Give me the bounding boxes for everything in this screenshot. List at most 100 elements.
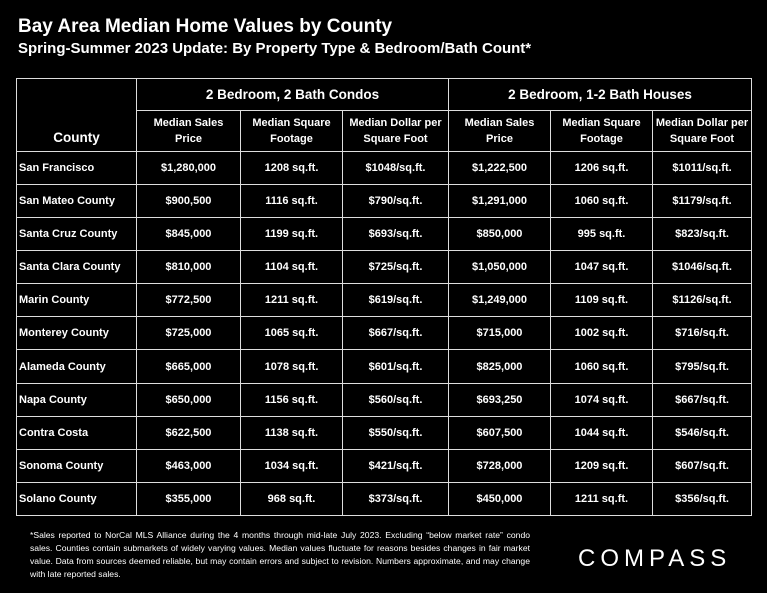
title: Bay Area Median Home Values by County: [18, 16, 393, 37]
county-name: Napa County: [16, 382, 137, 417]
subtitle: Spring-Summer 2023 Update: By Property T…: [18, 40, 532, 57]
table-cell: 1211 sq.ft.: [240, 283, 343, 318]
table-cell: $607,500: [448, 415, 551, 450]
table-cell: $463,000: [136, 448, 241, 483]
county-name: Alameda County: [16, 349, 137, 384]
table-cell: $772,500: [136, 283, 241, 318]
header-row: Median Sales Price Median Square Footage M…: [17, 110, 753, 152]
table-cell: $650,000: [136, 382, 241, 417]
table-cell: $810,000: [136, 250, 241, 285]
table-cell: $716/sq.ft.: [651, 316, 753, 351]
column-header: Median Dollar per Square Foot: [342, 110, 449, 152]
column-header: Median Dollar per Square Foot: [651, 110, 753, 152]
table-cell: $900,500: [136, 184, 241, 219]
county-name: Santa Cruz County: [16, 217, 137, 252]
table-row: Solano County $355,000 968 sq.ft. $373/sq.f…: [16, 481, 753, 517]
table-cell: 1209 sq.ft.: [550, 448, 653, 483]
table-cell: $845,000: [136, 217, 241, 252]
table-cell: $607/sq.ft.: [651, 448, 753, 483]
table-cell: $825,000: [448, 349, 551, 384]
table-cell: $795/sq.ft.: [651, 349, 753, 384]
table-cell: $560/sq.ft.: [342, 382, 449, 417]
table-cell: $619/sq.ft.: [342, 283, 449, 318]
table-cell: 1060 sq.ft.: [550, 184, 653, 219]
county-name: Sonoma County: [16, 448, 137, 483]
table-cell: $1046/sq.ft.: [651, 250, 753, 285]
table-cell: $1179/sq.ft.: [651, 184, 753, 219]
table-cell: 1002 sq.ft.: [550, 316, 653, 351]
table-row: Marin County $772,500 1211 sq.ft. $619/sq.f…: [16, 283, 753, 318]
table-cell: $355,000: [136, 481, 241, 517]
table-cell: 1138 sq.ft.: [240, 415, 343, 450]
table-cell: $1048/sq.ft.: [342, 150, 449, 186]
table-cell: $667/sq.ft.: [651, 382, 753, 417]
table-cell: $1,050,000: [448, 250, 551, 285]
table-cell: $356/sq.ft.: [651, 481, 753, 517]
logo: COMPASS: [578, 545, 732, 572]
county-name: Contra Costa: [16, 415, 137, 450]
table-cell: $622,500: [136, 415, 241, 450]
column-header: Median Square Footage: [240, 110, 343, 152]
table-row: Sonoma County $463,000 1034 sq.ft. $421/sq.…: [16, 448, 753, 483]
table-row: Alameda County $665,000 1078 sq.ft. $601/sq…: [16, 349, 753, 384]
county-name: San Mateo County: [16, 184, 137, 219]
table-cell: 1206 sq.ft.: [550, 150, 653, 186]
table-cell: 1156 sq.ft.: [240, 382, 343, 417]
county-name: Santa Clara County: [16, 250, 137, 285]
table-cell: $715,000: [448, 316, 551, 351]
table-cell: $728,000: [448, 448, 551, 483]
corner-header: County: [16, 78, 137, 152]
column-header: Median Square Footage: [550, 110, 653, 152]
table-cell: 1208 sq.ft.: [240, 150, 343, 186]
table-cell: 995 sq.ft.: [550, 217, 653, 252]
header-row: County 2 Bedroom, 2 Bath Condos 2 Bedroom,…: [16, 78, 753, 152]
table-cell: 1116 sq.ft.: [240, 184, 343, 219]
table-cell: $667/sq.ft.: [342, 316, 449, 351]
table-row: Santa Cruz County $845,000 1199 sq.ft. $693…: [16, 217, 753, 252]
table-cell: $1126/sq.ft.: [651, 283, 753, 318]
table-cell: $1,291,000: [448, 184, 551, 219]
table-cell: $550/sq.ft.: [342, 415, 449, 450]
table-cell: $823/sq.ft.: [651, 217, 753, 252]
county-name: San Francisco: [16, 150, 137, 186]
table-cell: 1199 sq.ft.: [240, 217, 343, 252]
table-cell: $693/sq.ft.: [342, 217, 449, 252]
table-cell: $665,000: [136, 349, 241, 384]
group-header: 2 Bedroom, 2 Bath Condos: [136, 78, 449, 111]
table-cell: $1,222,500: [448, 150, 551, 186]
table-cell: $421/sq.ft.: [342, 448, 449, 483]
table-cell: 1044 sq.ft.: [550, 415, 653, 450]
table-cell: 1065 sq.ft.: [240, 316, 343, 351]
table-cell: 1109 sq.ft.: [550, 283, 653, 318]
table-cell: 1078 sq.ft.: [240, 349, 343, 384]
column-header: Median Sales Price: [136, 110, 241, 152]
table-cell: $693,250: [448, 382, 551, 417]
table-cell: 1104 sq.ft.: [240, 250, 343, 285]
county-name: Marin County: [16, 283, 137, 318]
table-cell: $1,280,000: [136, 150, 241, 186]
table-cell: 1060 sq.ft.: [550, 349, 653, 384]
table-cell: $725,000: [136, 316, 241, 351]
table-cell: $373/sq.ft.: [342, 481, 449, 517]
table-row: Napa County $650,000 1156 sq.ft. $560/sq.ft…: [16, 382, 753, 417]
footnote: *Sales reported to NorCal MLS Alliance d…: [30, 530, 530, 579]
table-cell: 1047 sq.ft.: [550, 250, 653, 285]
table-row: Monterey County $725,000 1065 sq.ft. $667/s…: [16, 316, 753, 351]
county-name: Monterey County: [16, 316, 137, 351]
table-row: Contra Costa $622,500 1138 sq.ft. $550/sq.f…: [16, 415, 753, 450]
table-cell: 1211 sq.ft.: [550, 481, 653, 517]
data-table: County 2 Bedroom, 2 Bath Condos 2 Bedroom,…: [16, 78, 753, 517]
table-cell: 1074 sq.ft.: [550, 382, 653, 417]
table-cell: 968 sq.ft.: [240, 481, 343, 517]
table-row: Santa Clara County $810,000 1104 sq.ft. $72…: [16, 250, 753, 285]
table-cell: $601/sq.ft.: [342, 349, 449, 384]
table-row: San Mateo County $900,500 1116 sq.ft. $790/…: [16, 184, 753, 219]
table-cell: $790/sq.ft.: [342, 184, 449, 219]
county-name: Solano County: [16, 481, 137, 517]
table-cell: $450,000: [448, 481, 551, 517]
table-cell: $1011/sq.ft.: [651, 150, 753, 186]
table-row: San Francisco $1,280,000 1208 sq.ft. $1048/…: [16, 150, 753, 186]
column-header: Median Sales Price: [448, 110, 551, 152]
table-cell: $1,249,000: [448, 283, 551, 318]
